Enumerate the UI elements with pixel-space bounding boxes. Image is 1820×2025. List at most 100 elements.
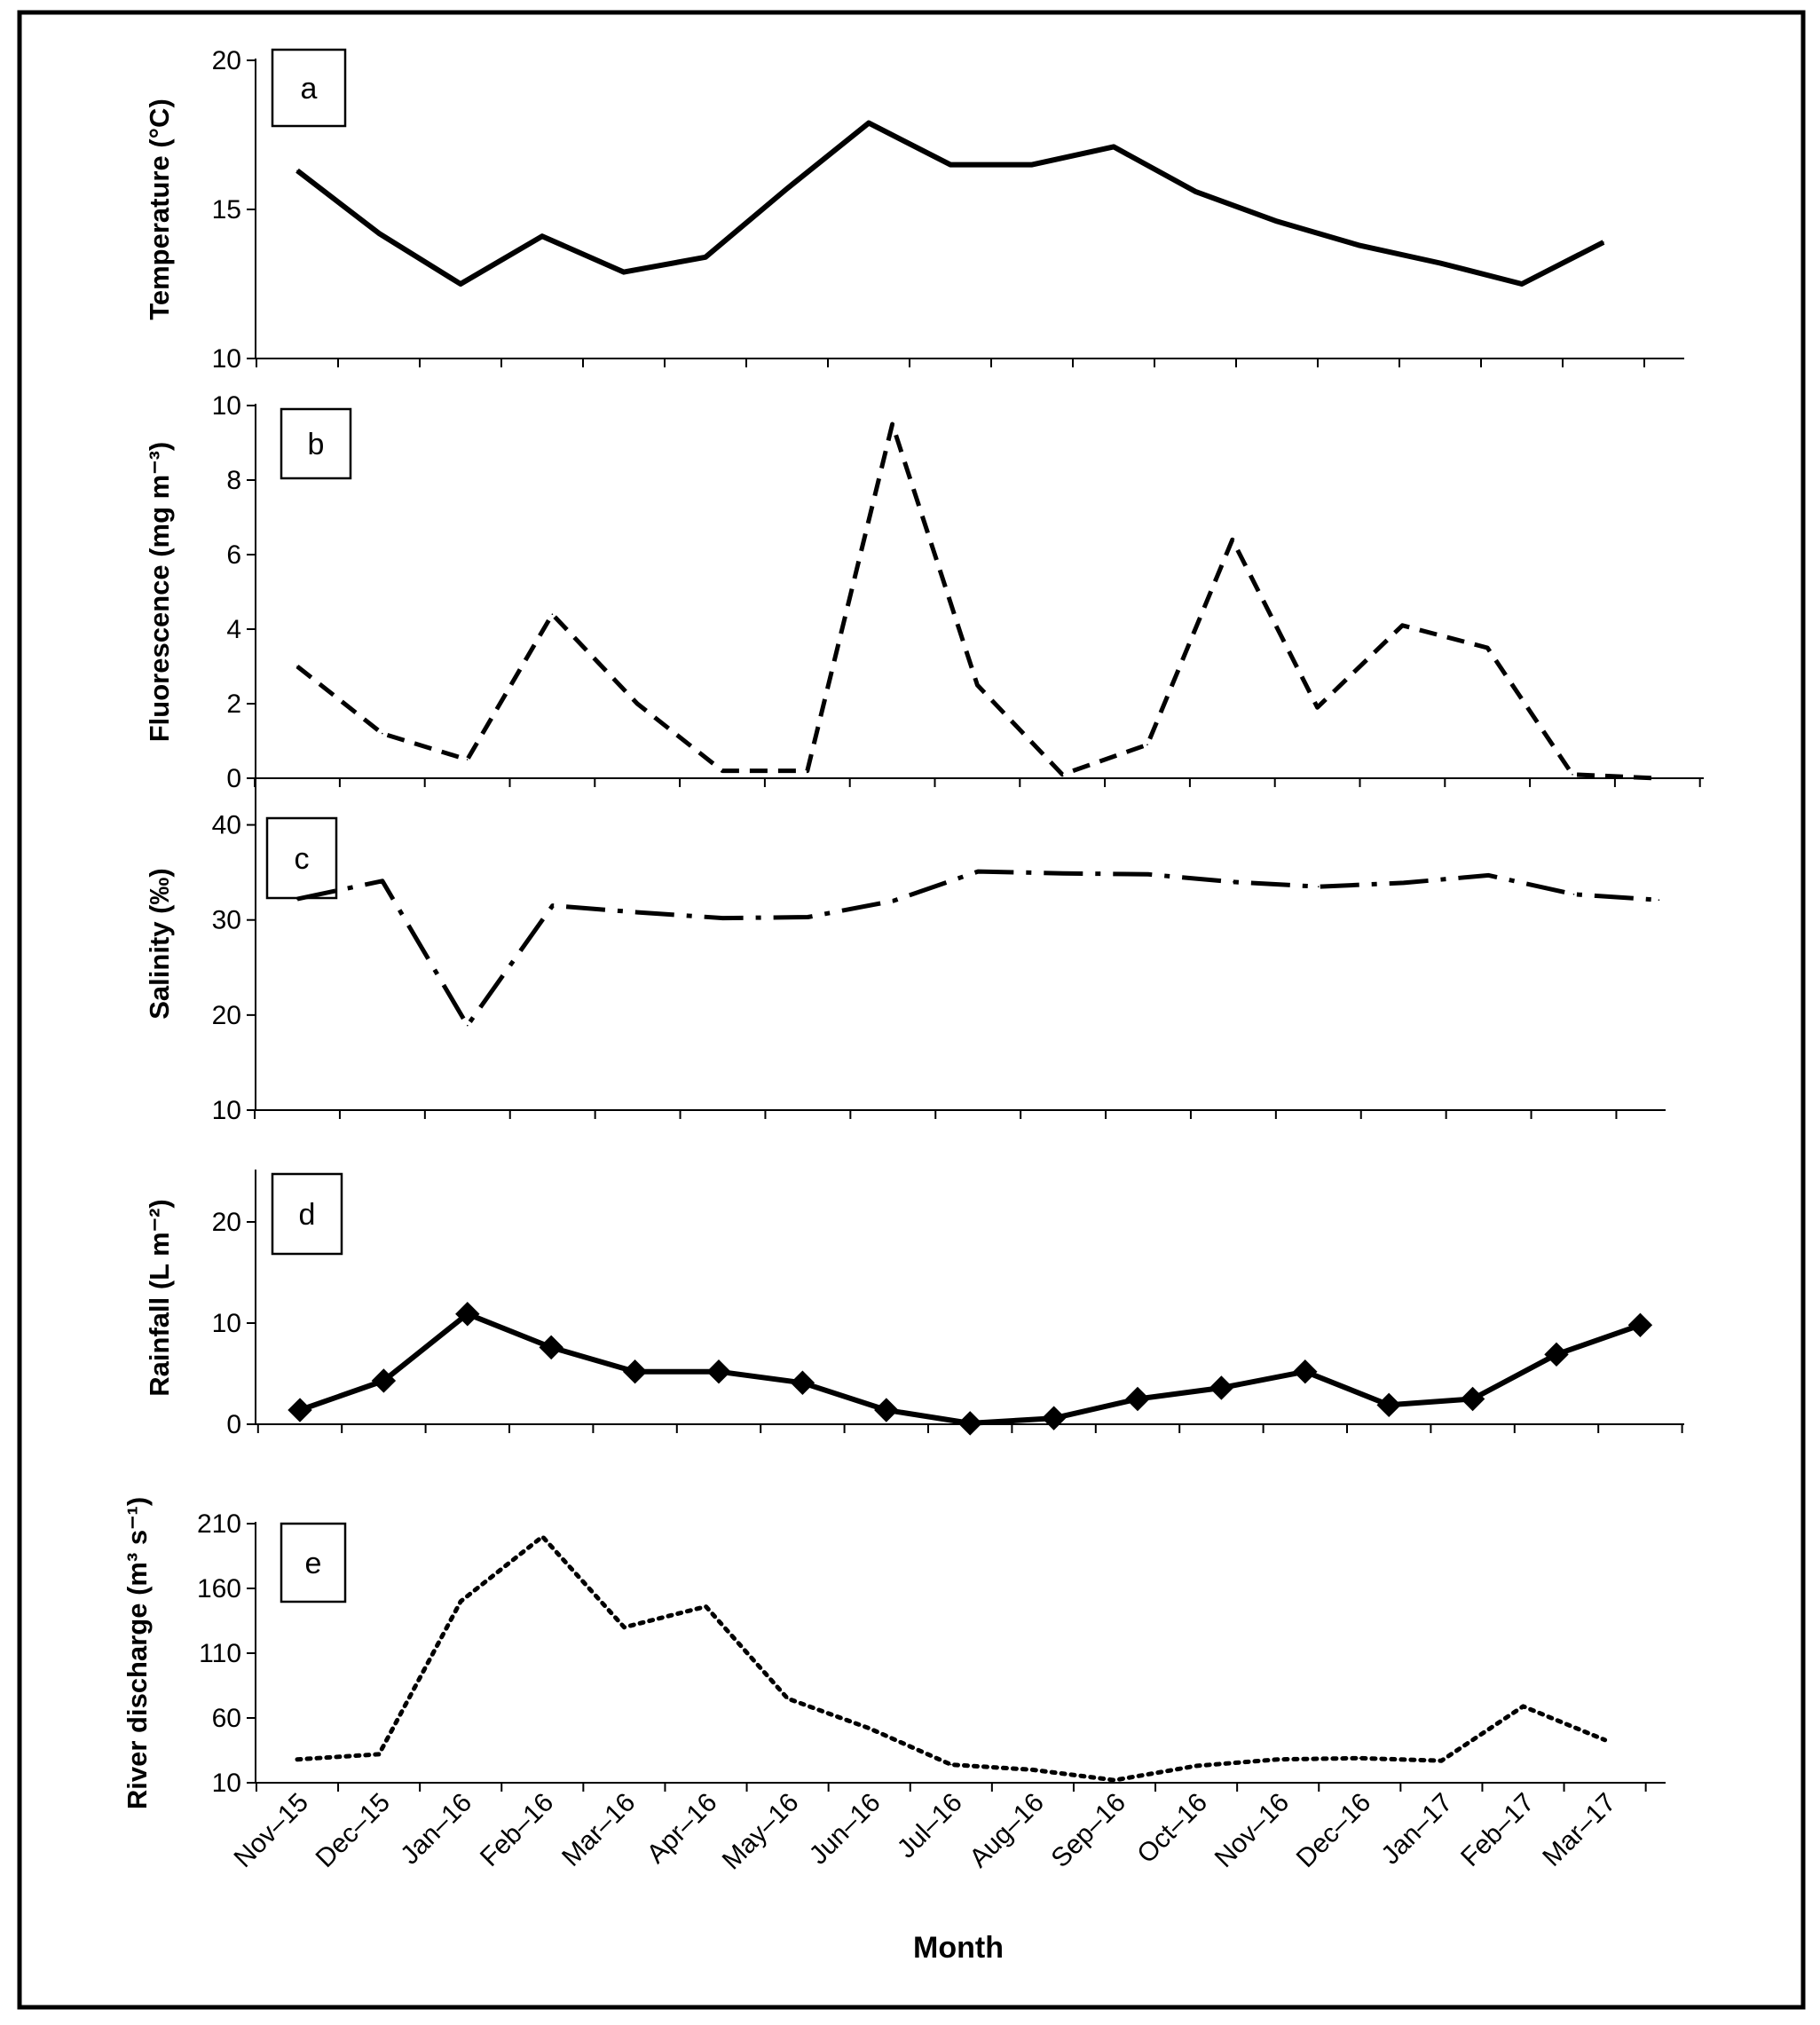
data-point-c — [1402, 882, 1405, 884]
data-point-d — [455, 1302, 480, 1327]
y-tick-label-c: 30 — [212, 906, 241, 935]
series-line-e — [295, 1534, 1608, 1783]
data-point-a — [1276, 220, 1278, 223]
y-axis-title-b: Fluorescence (mg m⁻³) — [144, 442, 175, 743]
data-point-d — [371, 1368, 397, 1393]
x-axis-title: Month — [913, 1931, 1004, 1965]
y-axis-title-e: River discharge (m³ s⁻¹) — [122, 1497, 153, 1809]
data-point-b — [382, 732, 383, 735]
data-point-e — [1359, 1757, 1361, 1760]
data-point-e — [623, 1627, 626, 1628]
data-point-a — [378, 232, 380, 234]
data-point-e — [541, 1535, 544, 1538]
data-point-d — [539, 1335, 563, 1360]
y-axis-title-d: Rainfall (L m⁻²) — [144, 1199, 175, 1396]
y-tick-label-d: 20 — [212, 1208, 241, 1237]
y-tick-label-d: 10 — [212, 1309, 241, 1338]
data-point-b — [1316, 706, 1319, 708]
y-tick-label-e: 60 — [212, 1704, 241, 1733]
panel-letter-d: d — [299, 1198, 316, 1232]
y-tick-label-e: 110 — [199, 1639, 241, 1668]
data-point-c — [1318, 886, 1320, 888]
data-point-c — [1062, 872, 1064, 875]
data-point-e — [460, 1600, 461, 1603]
panel-e: 10 60 110 160 210 River discharge (m³ s⁻¹) e — [122, 1497, 1666, 1809]
y-tick-label-b: 4 — [226, 615, 241, 644]
data-point-b — [1572, 774, 1573, 776]
data-point-a — [1194, 191, 1196, 193]
data-point-b — [721, 769, 723, 772]
data-point-d — [957, 1411, 982, 1436]
y-tick-label-b: 2 — [226, 689, 241, 719]
data-point-b — [466, 759, 469, 760]
data-point-c — [1658, 899, 1660, 902]
data-point-e — [950, 1763, 952, 1766]
data-point-a — [1439, 262, 1441, 264]
y-tick-label-e: 160 — [197, 1574, 241, 1603]
data-point-c — [721, 917, 724, 919]
panel-letter-e: e — [305, 1547, 322, 1580]
y-axis-title-c: Salinity (‰) — [144, 868, 175, 1020]
data-point-a — [1358, 244, 1359, 247]
panel-letter-b: b — [308, 428, 325, 461]
data-point-e — [296, 1758, 298, 1761]
data-point-c — [1147, 873, 1149, 876]
data-point-a — [460, 283, 461, 285]
data-point-d — [1209, 1375, 1234, 1400]
panel-letter-box-d — [271, 1172, 343, 1256]
data-point-e — [1195, 1765, 1197, 1767]
data-point-c — [296, 898, 298, 900]
data-point-d — [874, 1398, 899, 1422]
panel-letter-a: a — [301, 72, 318, 106]
data-point-c — [636, 911, 639, 913]
data-point-a — [296, 169, 298, 172]
y-tick-label-b: 6 — [226, 540, 241, 570]
y-tick-label-e: 10 — [212, 1769, 241, 1798]
y-tick-label-a: 15 — [212, 195, 241, 225]
panel-letter-box-e — [280, 1522, 347, 1603]
data-point-b — [1486, 647, 1488, 649]
data-point-b — [636, 703, 638, 705]
data-point-a — [541, 235, 543, 238]
data-point-a — [623, 271, 625, 273]
data-point-c — [977, 871, 979, 872]
data-point-a — [705, 256, 706, 258]
data-point-a — [868, 122, 870, 124]
data-point-c — [382, 879, 383, 882]
panel-letter-box-c — [265, 816, 338, 900]
data-point-c — [1233, 881, 1234, 883]
data-point-d — [790, 1370, 815, 1395]
data-point-b — [296, 666, 298, 667]
y-tick-label-d: 0 — [226, 1410, 241, 1439]
data-point-c — [1487, 874, 1490, 877]
panel-a: 10 15 20 Temperature (°C) a — [144, 46, 1684, 374]
data-point-e — [1277, 1758, 1279, 1761]
data-point-b — [1232, 539, 1233, 540]
data-point-e — [1032, 1769, 1034, 1771]
data-point-d — [1293, 1359, 1318, 1384]
data-point-c — [467, 1024, 469, 1027]
panel-letter-c: c — [295, 842, 310, 876]
data-point-b — [891, 423, 894, 425]
data-point-a — [1521, 283, 1523, 285]
panel-c: 10 20 30 40 Salinity (‰) c — [144, 776, 1666, 1125]
data-point-b — [1401, 625, 1404, 626]
data-point-b — [1061, 774, 1063, 776]
y-tick-label-a: 10 — [212, 344, 241, 374]
data-point-e — [378, 1753, 380, 1755]
data-point-b — [551, 613, 554, 615]
y-tick-label-e: 210 — [197, 1509, 241, 1539]
y-tick-label-c: 40 — [212, 811, 241, 840]
data-point-c — [1572, 893, 1575, 895]
data-point-d — [1627, 1312, 1653, 1337]
y-tick-label-a: 20 — [212, 46, 241, 75]
y-tick-label-b: 10 — [212, 391, 241, 421]
data-point-a — [1031, 163, 1033, 166]
y-tick-label-b: 8 — [226, 466, 241, 495]
panel-letter-box-a — [271, 48, 347, 128]
data-point-b — [1146, 744, 1148, 745]
data-point-c — [551, 904, 554, 907]
data-point-b — [807, 769, 808, 772]
